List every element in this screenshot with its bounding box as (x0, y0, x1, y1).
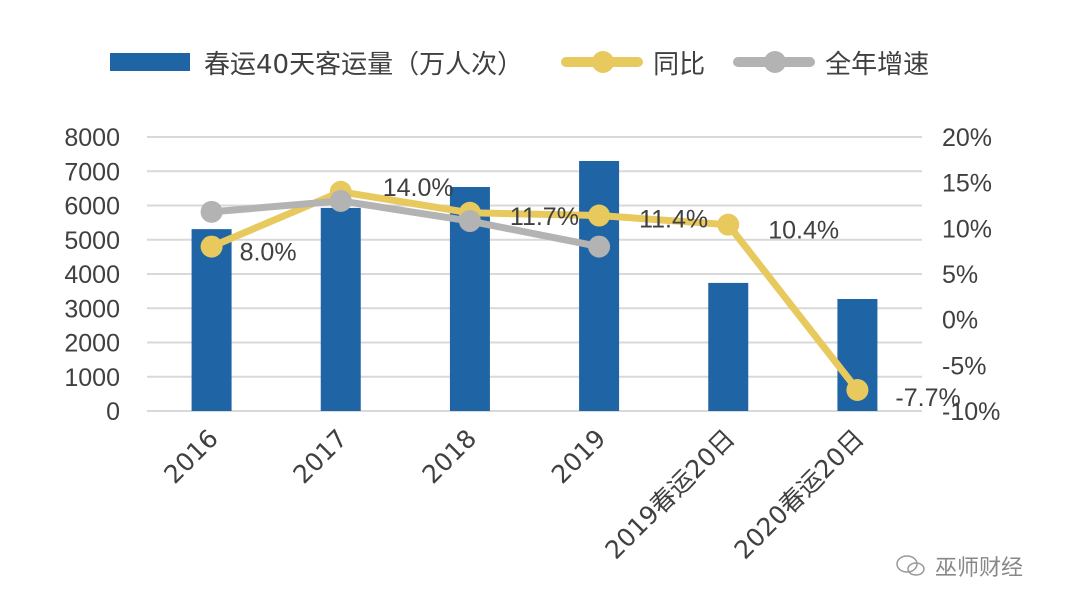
data-label: 11.7% (510, 203, 579, 231)
bar (708, 282, 749, 411)
left-axis-tick: 8000 (64, 124, 120, 152)
right-axis-tick: 5% (942, 261, 978, 289)
category-label: 2017 (287, 424, 352, 489)
legend-label: 全年增速 (825, 49, 930, 80)
annual-growth-marker (329, 189, 352, 212)
legend-label: 同比 (653, 49, 706, 80)
data-label: 10.4% (768, 217, 839, 245)
annual-growth-marker (588, 235, 611, 258)
yoy-marker (588, 204, 611, 227)
legend-line-swatch (733, 51, 816, 73)
left-axis-tick: 1000 (64, 364, 120, 392)
legend-item-yoy: 同比 (561, 44, 705, 81)
data-label: 8.0% (240, 239, 297, 267)
legend-item-passenger-volume: 春运40天客运量（万人次） (110, 44, 523, 81)
left-axis-tick: 2000 (64, 330, 120, 358)
legend-line-swatch (561, 51, 644, 73)
data-label: 11.4% (639, 206, 708, 234)
bar (320, 207, 361, 411)
chart-legend: 春运40天客运量（万人次） 同比 全年增速 (110, 42, 957, 82)
data-label: 14.0% (383, 174, 454, 202)
watermark-text: 巫师财经 (935, 556, 1024, 581)
bar (579, 160, 620, 411)
category-label: 2020春运20日 (729, 424, 870, 565)
wechat-icon (896, 555, 925, 576)
data-label: -7.7% (895, 384, 960, 412)
left-axis-tick: 4000 (64, 261, 120, 289)
right-axis-tick: 20% (942, 124, 992, 152)
annual-growth-marker (200, 200, 223, 223)
right-axis-tick: -10% (942, 398, 1000, 426)
left-axis-tick: 5000 (64, 227, 120, 255)
category-label: 2019春运20日 (599, 424, 740, 565)
right-axis-tick: -5% (942, 352, 986, 380)
annual-growth-marker (458, 210, 481, 233)
left-axis-tick: 3000 (64, 295, 120, 323)
category-label: 2019 (546, 424, 611, 489)
left-axis-tick: 7000 (64, 158, 120, 186)
yoy-marker (846, 378, 869, 401)
yoy-marker (200, 235, 223, 258)
category-label: 2018 (417, 424, 482, 489)
legend-item-annual-growth: 全年增速 (733, 44, 929, 81)
legend-label: 春运40天客运量（万人次） (204, 49, 524, 80)
right-axis-tick: 10% (942, 215, 992, 243)
annual-growth-line (211, 197, 600, 251)
watermark: 巫师财经 (895, 550, 1023, 582)
right-axis-tick: 15% (942, 170, 992, 198)
bar (191, 229, 232, 411)
left-axis-tick: 6000 (64, 193, 120, 221)
category-label: 2016 (158, 424, 223, 489)
left-axis-tick: 0 (106, 398, 120, 426)
right-axis-tick: 0% (942, 307, 978, 335)
yoy-marker (717, 213, 740, 236)
legend-bar-swatch (110, 53, 190, 71)
